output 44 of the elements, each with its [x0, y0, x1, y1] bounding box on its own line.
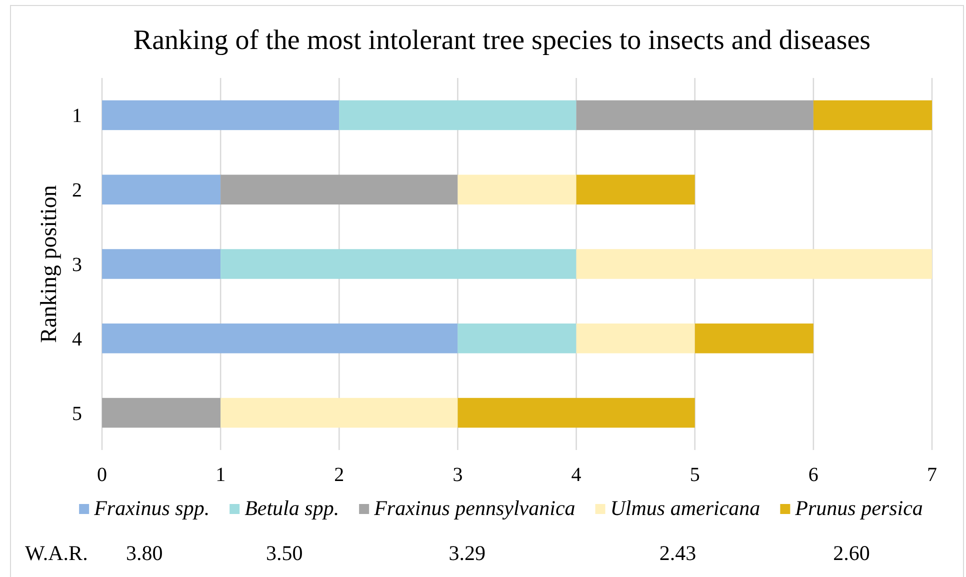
bar [220, 249, 576, 279]
bar [102, 324, 458, 354]
bar [458, 324, 576, 354]
y-tick-label: 2 [72, 180, 82, 202]
x-tick-label: 1 [216, 464, 226, 486]
legend-label: Betula spp. [244, 496, 340, 520]
legend-label: Ulmus americana [610, 496, 760, 520]
bar [458, 174, 576, 204]
x-tick-label: 4 [571, 464, 582, 486]
chart-title: Ranking of the most intolerant tree species to insects and diseases [133, 25, 871, 56]
bar [576, 100, 814, 130]
bar [220, 174, 458, 204]
y-tick-label: 3 [72, 254, 82, 276]
x-tick-label: 2 [334, 464, 344, 486]
bar [694, 324, 814, 354]
bar [576, 324, 695, 354]
bar [458, 398, 695, 428]
text: 3.29 [448, 541, 486, 565]
text: 2.43 [659, 541, 696, 565]
y-tick-label: 5 [72, 402, 82, 425]
bar [576, 249, 932, 279]
legend-label: Prunus persica [794, 496, 923, 520]
x-tick-label: 5 [690, 464, 700, 486]
bar [339, 100, 576, 130]
text: 3.50 [266, 541, 303, 565]
text: 3.80 [126, 541, 163, 565]
y-tick-label: 4 [72, 328, 82, 350]
bar [102, 100, 340, 130]
bar [102, 249, 221, 279]
text: W.A.R. [25, 541, 88, 565]
legend-label: Fraxinus pennsylvanica [373, 496, 576, 520]
bar [220, 398, 458, 428]
bar [813, 100, 932, 130]
bar [576, 174, 695, 204]
x-tick-label: 3 [452, 464, 463, 486]
y-tick-label: 1 [72, 105, 82, 128]
bar [102, 174, 221, 204]
x-tick-label: 6 [808, 464, 818, 486]
legend-label: Fraxinus spp. [93, 496, 210, 520]
bar [102, 398, 221, 428]
text: 2.60 [833, 541, 870, 565]
x-tick-label: 0 [97, 464, 107, 486]
y-axis-title: Ranking position [36, 184, 61, 343]
x-tick-label: 7 [927, 464, 937, 486]
